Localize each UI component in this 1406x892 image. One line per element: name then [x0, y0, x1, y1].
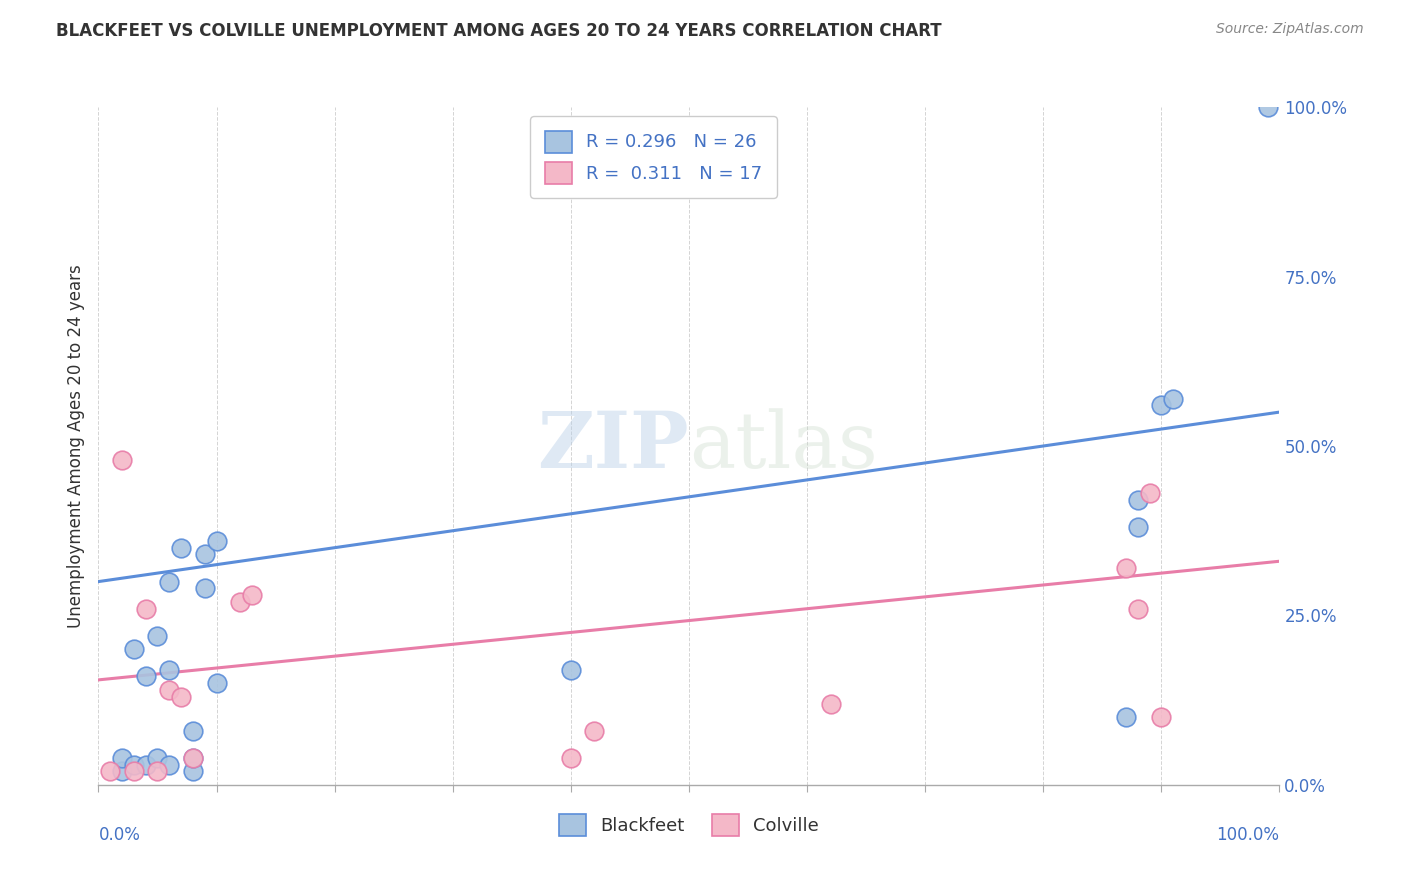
- Point: [1115, 561, 1137, 575]
- Point: [135, 669, 157, 683]
- Point: [1115, 710, 1137, 724]
- Point: [122, 757, 145, 772]
- Point: [157, 683, 180, 698]
- Point: [146, 764, 169, 779]
- Text: 0.0%: 0.0%: [98, 826, 141, 844]
- Text: atlas: atlas: [689, 409, 877, 483]
- Point: [1257, 100, 1279, 114]
- Y-axis label: Unemployment Among Ages 20 to 24 years: Unemployment Among Ages 20 to 24 years: [66, 264, 84, 628]
- Point: [194, 582, 217, 596]
- Point: [181, 751, 204, 765]
- Point: [122, 764, 145, 779]
- Point: [1126, 601, 1149, 615]
- Text: Source: ZipAtlas.com: Source: ZipAtlas.com: [1216, 22, 1364, 37]
- Point: [157, 757, 180, 772]
- Legend: Blackfeet, Colville: Blackfeet, Colville: [544, 799, 834, 850]
- Point: [111, 764, 134, 779]
- Point: [157, 574, 180, 589]
- Point: [1161, 392, 1184, 406]
- Point: [560, 663, 582, 677]
- Point: [170, 690, 193, 704]
- Point: [98, 764, 121, 779]
- Point: [1126, 493, 1149, 508]
- Point: [240, 588, 263, 602]
- Point: [583, 723, 606, 738]
- Text: 100.0%: 100.0%: [1216, 826, 1279, 844]
- Point: [820, 697, 842, 711]
- Point: [205, 676, 228, 690]
- Point: [205, 533, 228, 548]
- Point: [229, 595, 252, 609]
- Point: [146, 629, 169, 643]
- Point: [1126, 520, 1149, 534]
- Point: [170, 541, 193, 555]
- Point: [122, 642, 145, 657]
- Point: [181, 751, 204, 765]
- Point: [111, 452, 134, 467]
- Point: [157, 663, 180, 677]
- Point: [560, 751, 582, 765]
- Point: [1150, 710, 1173, 724]
- Point: [194, 548, 217, 562]
- Point: [135, 601, 157, 615]
- Point: [111, 751, 134, 765]
- Point: [135, 757, 157, 772]
- Text: BLACKFEET VS COLVILLE UNEMPLOYMENT AMONG AGES 20 TO 24 YEARS CORRELATION CHART: BLACKFEET VS COLVILLE UNEMPLOYMENT AMONG…: [56, 22, 942, 40]
- Point: [181, 764, 204, 779]
- Point: [181, 723, 204, 738]
- Point: [1150, 398, 1173, 412]
- Point: [146, 751, 169, 765]
- Point: [1139, 486, 1161, 500]
- Text: ZIP: ZIP: [537, 408, 689, 484]
